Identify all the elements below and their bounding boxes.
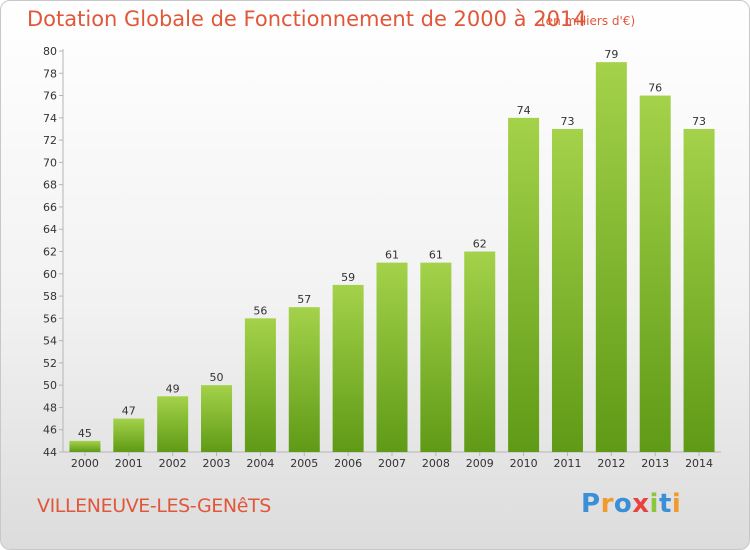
y-tick-label: 64 <box>43 223 57 236</box>
logo-letter: x <box>632 489 650 519</box>
y-tick-label: 44 <box>43 446 57 459</box>
data-label: 74 <box>517 104 531 117</box>
data-label: 76 <box>648 82 662 95</box>
y-tick-label: 56 <box>43 312 57 325</box>
bar <box>683 128 715 452</box>
x-tick-label: 2004 <box>246 457 274 470</box>
bar <box>551 128 583 452</box>
x-tick-label: 2014 <box>685 457 713 470</box>
y-tick-label: 60 <box>43 268 57 281</box>
y-tick-label: 68 <box>43 179 57 192</box>
data-label: 62 <box>473 238 487 251</box>
bar <box>244 318 276 452</box>
logo-letter: t <box>658 489 672 519</box>
data-label: 61 <box>429 249 443 262</box>
y-tick-label: 76 <box>43 90 57 103</box>
data-label: 73 <box>692 115 706 128</box>
x-tick-label: 2012 <box>597 457 625 470</box>
bar <box>69 440 101 452</box>
bar <box>376 262 408 452</box>
data-label: 57 <box>297 293 311 306</box>
x-tick-label: 2009 <box>466 457 494 470</box>
y-tick-label: 74 <box>43 112 57 125</box>
bar <box>113 418 145 452</box>
data-label: 79 <box>604 48 618 61</box>
data-label: 59 <box>341 271 355 284</box>
chart-title: Dotation Globale de Fonctionnement de 20… <box>27 7 587 31</box>
logo-letter: r <box>600 489 614 519</box>
x-tick-label: 2008 <box>422 457 450 470</box>
y-tick-label: 52 <box>43 357 57 370</box>
x-tick-label: 2003 <box>203 457 231 470</box>
y-tick-label: 62 <box>43 246 57 259</box>
bar <box>508 117 540 452</box>
bar <box>157 396 189 452</box>
bar <box>420 262 452 452</box>
data-label: 50 <box>210 371 224 384</box>
logo-letter: o <box>613 489 633 519</box>
x-tick-label: 2007 <box>378 457 406 470</box>
bar <box>288 307 320 452</box>
chart-data-labels: 45 47 49 50 56 57 59 61 61 62 74 73 79 76 73 <box>78 48 706 440</box>
x-tick-label: 2002 <box>159 457 187 470</box>
y-tick-label: 54 <box>43 335 57 348</box>
logo-letter: i <box>649 489 659 519</box>
y-tick-label: 66 <box>43 201 57 214</box>
chart-axes: 44 46 48 50 52 54 56 58 60 62 64 66 68 70 72 74 76 78 80 20… <box>43 45 721 470</box>
chart-subtitle: (en milliers d'€) <box>541 14 636 28</box>
x-tick-label: 2005 <box>290 457 318 470</box>
x-tick-label: 2010 <box>510 457 538 470</box>
bar <box>464 251 496 452</box>
bar <box>639 95 671 453</box>
y-tick-label: 70 <box>43 156 57 169</box>
y-tick-label: 78 <box>43 67 57 80</box>
y-tick-label: 48 <box>43 401 57 414</box>
bar <box>332 284 364 452</box>
data-label: 49 <box>166 382 180 395</box>
y-tick-label: 80 <box>43 45 57 58</box>
y-tick-label: 50 <box>43 379 57 392</box>
chart-bars <box>69 62 715 453</box>
data-label: 47 <box>122 405 136 418</box>
logo-letter: i <box>671 489 682 519</box>
data-label: 73 <box>560 115 574 128</box>
data-label: 56 <box>253 304 267 317</box>
logo-letter: P <box>581 489 601 519</box>
proxiti-logo: Proxiti <box>581 489 681 519</box>
bar <box>595 62 627 453</box>
data-label: 61 <box>385 249 399 262</box>
x-tick-label: 2013 <box>641 457 669 470</box>
x-tick-label: 2000 <box>71 457 99 470</box>
y-tick-label: 58 <box>43 290 57 303</box>
x-tick-label: 2011 <box>553 457 581 470</box>
x-tick-label: 2006 <box>334 457 362 470</box>
data-label: 45 <box>78 427 92 440</box>
x-tick-label: 2001 <box>115 457 143 470</box>
y-tick-label: 46 <box>43 424 57 437</box>
bar <box>201 385 233 452</box>
y-tick-label: 72 <box>43 134 57 147</box>
commune-name: VILLENEUVE-LES-GENêTS <box>37 495 271 517</box>
